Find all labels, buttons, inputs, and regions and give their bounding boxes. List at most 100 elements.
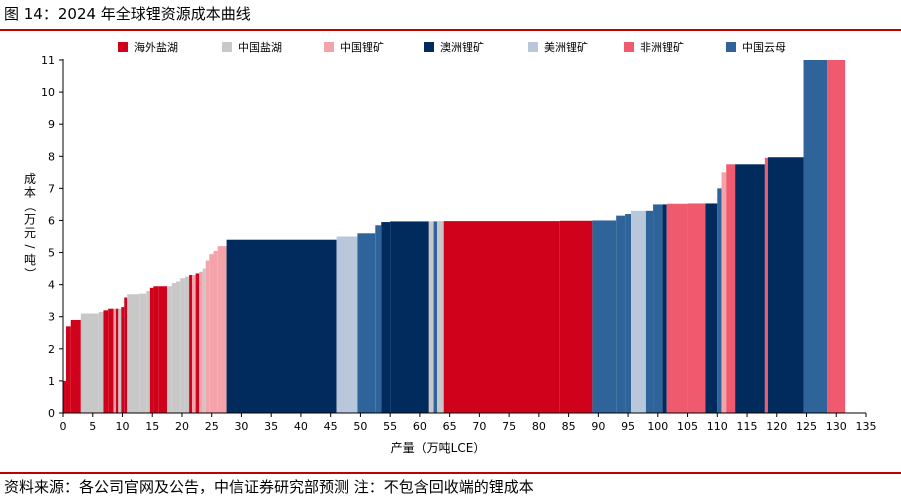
cost-bar: [103, 310, 109, 413]
y-tick-label: 1: [48, 375, 55, 388]
cost-bar: [171, 283, 177, 413]
x-tick-label: 45: [324, 420, 338, 433]
cost-bar: [390, 221, 429, 413]
cost-bar: [158, 286, 168, 413]
cost-bar: [153, 286, 159, 413]
x-tick-label: 25: [205, 420, 219, 433]
cost-bar: [803, 60, 828, 413]
cost-bar: [127, 294, 140, 413]
cost-bar: [202, 268, 206, 413]
cost-bar: [124, 297, 128, 413]
y-tick-label: 10: [41, 86, 55, 99]
cost-bar: [192, 275, 196, 413]
figure-title: 图 14：2024 年全球锂资源成本曲线: [4, 5, 251, 23]
cost-bar: [149, 287, 154, 413]
y-tick-label: 9: [48, 118, 55, 131]
x-tick-label: 75: [502, 420, 516, 433]
cost-bar: [63, 380, 66, 413]
cost-bar: [653, 204, 663, 413]
cost-bar: [721, 172, 727, 413]
source-note: 资料来源：各公司官网及公告，中信证券研究部预测 注：不包含回收端的锂成本: [4, 478, 534, 496]
cost-bar: [662, 204, 667, 413]
legend-label: 美洲锂矿: [544, 40, 588, 54]
x-tick-label: 65: [443, 420, 457, 433]
x-tick-label: 100: [647, 420, 668, 433]
cost-bar: [666, 203, 688, 413]
top-rule: [0, 29, 901, 31]
x-tick-label: 115: [737, 420, 758, 433]
cost-bar: [764, 157, 768, 413]
cost-bar: [735, 164, 765, 413]
x-tick-label: 5: [89, 420, 96, 433]
cost-bar: [631, 210, 646, 413]
x-tick-label: 130: [826, 420, 847, 433]
bottom-rule: [0, 472, 901, 474]
legend-swatch: [324, 42, 334, 52]
y-tick-label: 5: [48, 247, 55, 260]
x-tick-label: 30: [234, 420, 248, 433]
y-axis-label-char: ）: [23, 267, 37, 279]
y-axis-label: 成本万元吨: [24, 172, 36, 267]
cost-bar: [443, 221, 560, 413]
cost-curve-chart: 海外盐湖 中国盐湖 中国锂矿 澳洲锂矿 美洲锂矿 非洲锂矿 中国云母 01234567891…: [23, 40, 877, 455]
cost-bar: [146, 291, 150, 413]
y-axis-label-char: /: [23, 244, 37, 249]
cost-bar: [717, 188, 722, 413]
x-tick-label: 105: [677, 420, 698, 433]
y-tick-label: 6: [48, 214, 55, 227]
cost-bar: [726, 164, 736, 413]
x-tick-label: 110: [707, 420, 728, 433]
legend-swatch: [222, 42, 232, 52]
cost-bar: [559, 220, 593, 413]
x-tick-label: 70: [472, 420, 486, 433]
cost-bar: [118, 308, 122, 413]
legend-label: 中国锂矿: [340, 40, 384, 54]
cost-bar: [375, 225, 382, 413]
cost-bar: [98, 311, 104, 413]
x-axis-label: 产量（万吨LCE）: [391, 441, 486, 455]
x-tick-label: 125: [796, 420, 817, 433]
cost-bar: [180, 278, 185, 413]
cost-bar: [209, 254, 214, 413]
x-tick-label: 15: [145, 420, 159, 433]
x-tick-label: 90: [591, 420, 605, 433]
legend-swatch: [624, 42, 634, 52]
cost-bar: [705, 203, 718, 413]
cost-bar: [616, 215, 626, 413]
y-tick-label: 11: [41, 54, 55, 67]
legend-label: 中国云母: [742, 41, 786, 54]
legend-swatch: [424, 42, 434, 52]
cost-bar: [108, 308, 114, 413]
cost-bar: [226, 239, 337, 413]
x-tick-label: 120: [766, 420, 787, 433]
y-axis-label-char: 吨: [24, 253, 36, 267]
y-tick-label: 8: [48, 150, 55, 163]
y-tick-label: 3: [48, 311, 55, 324]
cost-bar: [80, 313, 99, 413]
y-tick-label: 0: [48, 407, 55, 420]
cost-bar: [592, 220, 617, 413]
legend-swatch: [726, 42, 736, 52]
cost-bar: [65, 326, 71, 413]
cost-bar: [827, 60, 846, 413]
bars-layer: [63, 60, 846, 413]
y-tick-label: 7: [48, 182, 55, 195]
cost-bar: [433, 221, 438, 413]
cost-bar: [687, 203, 706, 413]
x-tick-label: 85: [562, 420, 576, 433]
cost-bar: [189, 275, 193, 413]
cost-bar: [70, 319, 81, 413]
cost-bar: [115, 308, 119, 413]
legend: 海外盐湖 中国盐湖 中国锂矿 澳洲锂矿 美洲锂矿 非洲锂矿 中国云母: [118, 40, 786, 54]
x-tick-label: 50: [353, 420, 367, 433]
cost-bar: [113, 308, 116, 413]
cost-bar: [213, 250, 218, 413]
cost-bar: [139, 293, 147, 413]
x-tick-label: 35: [264, 420, 278, 433]
cost-bar: [767, 157, 804, 413]
cost-bar: [217, 246, 227, 413]
cost-bar: [205, 260, 210, 413]
x-tick-label: 55: [383, 420, 397, 433]
cost-bar: [176, 281, 181, 413]
